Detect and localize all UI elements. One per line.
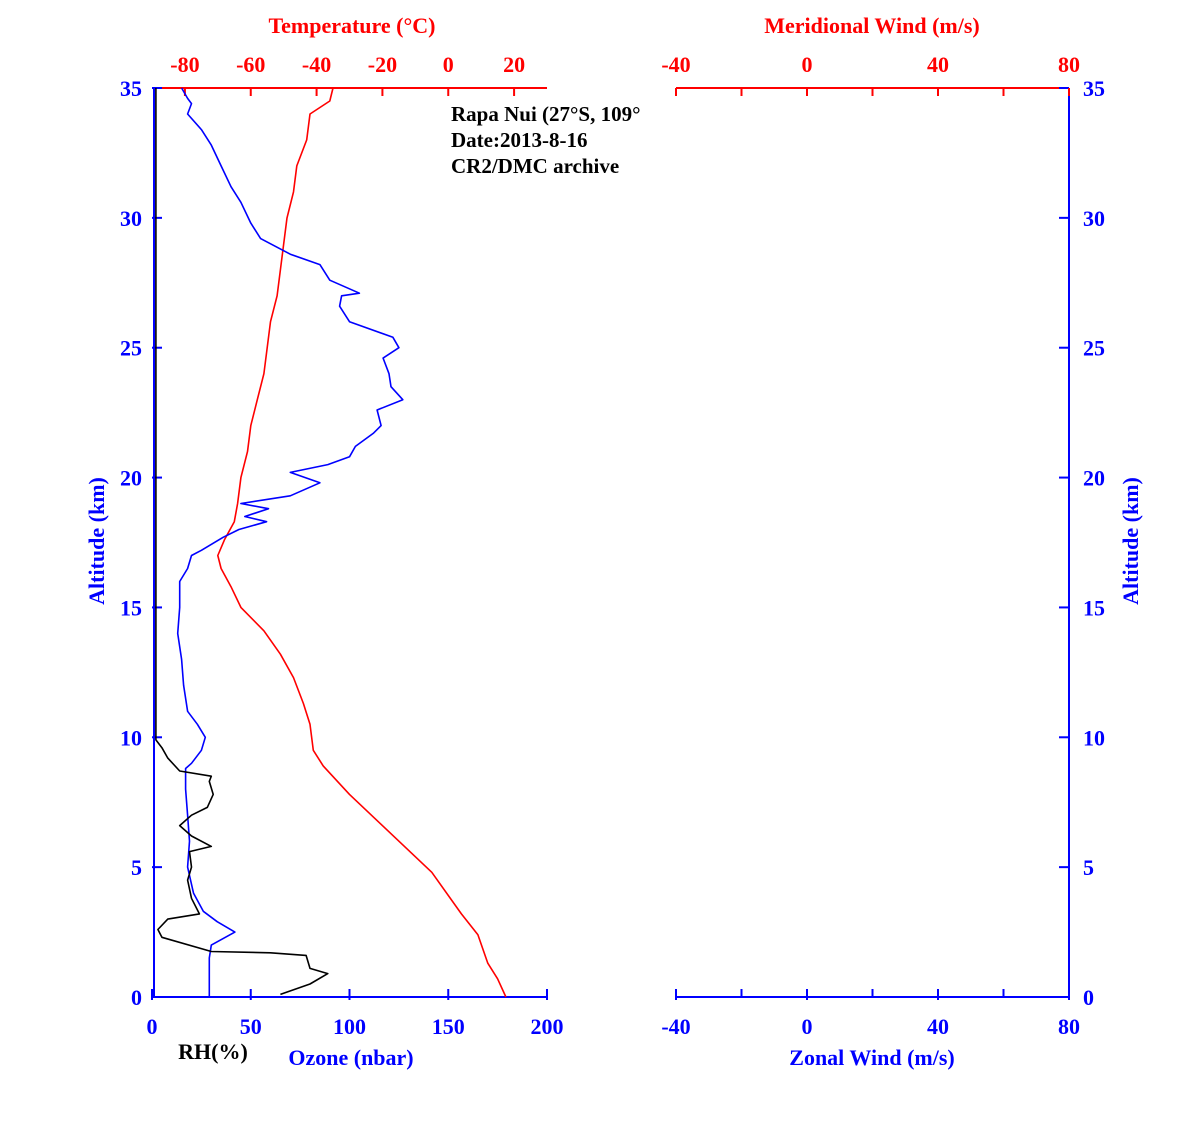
x-top-tick-label: -20 [368, 52, 397, 77]
y-tick-label: 35 [1083, 76, 1105, 101]
temperature-c-series-line [217, 87, 507, 998]
x-bottom-tick-label: 80 [1058, 1014, 1080, 1039]
rh-axis-title: RH(%) [178, 1039, 248, 1064]
x-top-tick-label: 0 [443, 52, 454, 77]
y-tick-label: 15 [1083, 595, 1105, 620]
x-bottom-tick-label: -40 [661, 1014, 690, 1039]
y-tick-label: 30 [1083, 206, 1105, 231]
date-label: Date:2013-8-16 [451, 128, 587, 152]
y-tick-label: 25 [1083, 336, 1105, 361]
x-bottom-tick-label: 0 [802, 1014, 813, 1039]
station-label: Rapa Nui (27°S, 109° [451, 102, 641, 126]
x-top-tick-label: 40 [927, 52, 949, 77]
y-tick-label: 0 [131, 985, 142, 1010]
left-chart: 0 5 10 15 20 25 30 35 0 50 100 150 200 -80 -60 -40 -20 0 2… [120, 52, 564, 1039]
ozone-nbar-series-line [176, 87, 404, 997]
right-altitude-axis-title: Altitude (km) [1118, 477, 1143, 605]
x-bottom-tick-label: 40 [927, 1014, 949, 1039]
x-top-tick-label: 80 [1058, 52, 1080, 77]
meridional-wind-axis-title: Meridional Wind (m/s) [764, 13, 980, 38]
rh-series-line [155, 88, 329, 996]
y-tick-label: 20 [120, 466, 142, 491]
y-tick-label: 35 [120, 76, 142, 101]
x-bottom-tick-label: 200 [531, 1014, 564, 1039]
y-tick-label: 15 [120, 595, 142, 620]
left-altitude-axis-title: Altitude (km) [84, 477, 109, 605]
temperature-axis-title: Temperature (°C) [268, 13, 435, 38]
x-top-tick-label: -60 [236, 52, 265, 77]
y-tick-label: 25 [120, 336, 142, 361]
x-top-tick-label: 0 [802, 52, 813, 77]
y-tick-label: 5 [131, 855, 142, 880]
x-bottom-tick-label: 100 [333, 1014, 366, 1039]
x-bottom-tick-label: 50 [240, 1014, 262, 1039]
x-top-tick-label: -40 [661, 52, 690, 77]
y-tick-label: 10 [1083, 725, 1105, 750]
x-bottom-tick-label: 0 [147, 1014, 158, 1039]
y-tick-label: 0 [1083, 985, 1094, 1010]
y-tick-label: 30 [120, 206, 142, 231]
source-label: CR2/DMC archive [451, 154, 619, 178]
ozone-axis-title: Ozone (nbar) [288, 1045, 413, 1070]
y-tick-label: 20 [1083, 466, 1105, 491]
x-top-tick-label: -80 [170, 52, 199, 77]
y-tick-label: 10 [120, 725, 142, 750]
x-top-tick-label: -40 [302, 52, 331, 77]
zonal-wind-axis-title: Zonal Wind (m/s) [789, 1045, 954, 1070]
y-tick-label: 5 [1083, 855, 1094, 880]
right-chart: 0 5 10 15 20 25 30 35 -40 0 40 80 -40 0 40 80 [661, 52, 1105, 1039]
x-top-tick-label: 20 [503, 52, 525, 77]
x-bottom-tick-label: 150 [432, 1014, 465, 1039]
